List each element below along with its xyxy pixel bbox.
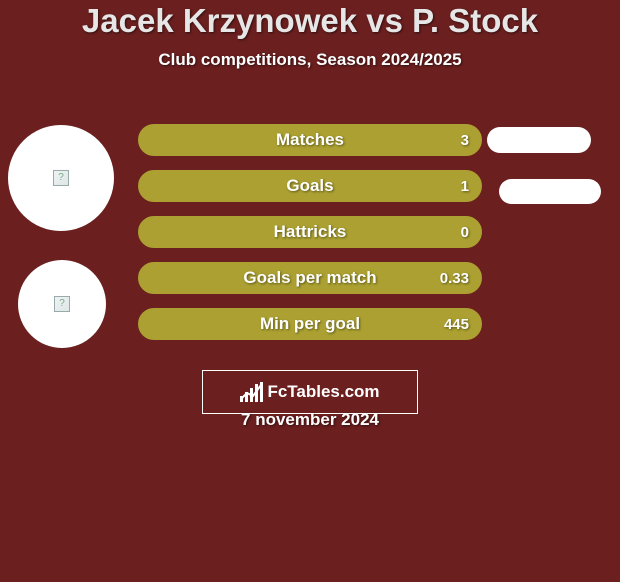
brand-text: FcTables.com xyxy=(267,382,379,402)
stat-label: Goals per match xyxy=(153,268,467,288)
brand-line-icon xyxy=(239,381,263,403)
placeholder-icon: ? xyxy=(54,296,70,312)
date-text: 7 november 2024 xyxy=(0,410,620,430)
page-title: Jacek Krzynowek vs P. Stock xyxy=(0,2,620,40)
stat-row: Hattricks 0 xyxy=(138,216,482,248)
right-pill xyxy=(487,127,591,153)
stats-container: Matches 3 Goals 1 Hattricks 0 Goals per … xyxy=(138,124,482,354)
stat-value: 0.33 xyxy=(440,270,469,287)
player2-avatar: ? xyxy=(18,260,106,348)
stat-value: 0 xyxy=(461,224,469,241)
stat-label: Matches xyxy=(153,130,467,150)
player1-avatar: ? xyxy=(8,125,114,231)
stat-row: Goals per match 0.33 xyxy=(138,262,482,294)
stat-value: 3 xyxy=(461,132,469,149)
brand-box: FcTables.com xyxy=(202,370,418,414)
subtitle: Club competitions, Season 2024/2025 xyxy=(0,50,620,70)
stat-value: 445 xyxy=(444,316,469,333)
stat-label: Min per goal xyxy=(153,314,467,334)
stat-row: Matches 3 xyxy=(138,124,482,156)
stat-label: Hattricks xyxy=(153,222,467,242)
stat-label: Goals xyxy=(153,176,467,196)
right-pill xyxy=(499,179,601,204)
stat-value: 1 xyxy=(461,178,469,195)
placeholder-icon: ? xyxy=(53,170,69,186)
stat-row: Min per goal 445 xyxy=(138,308,482,340)
stat-row: Goals 1 xyxy=(138,170,482,202)
